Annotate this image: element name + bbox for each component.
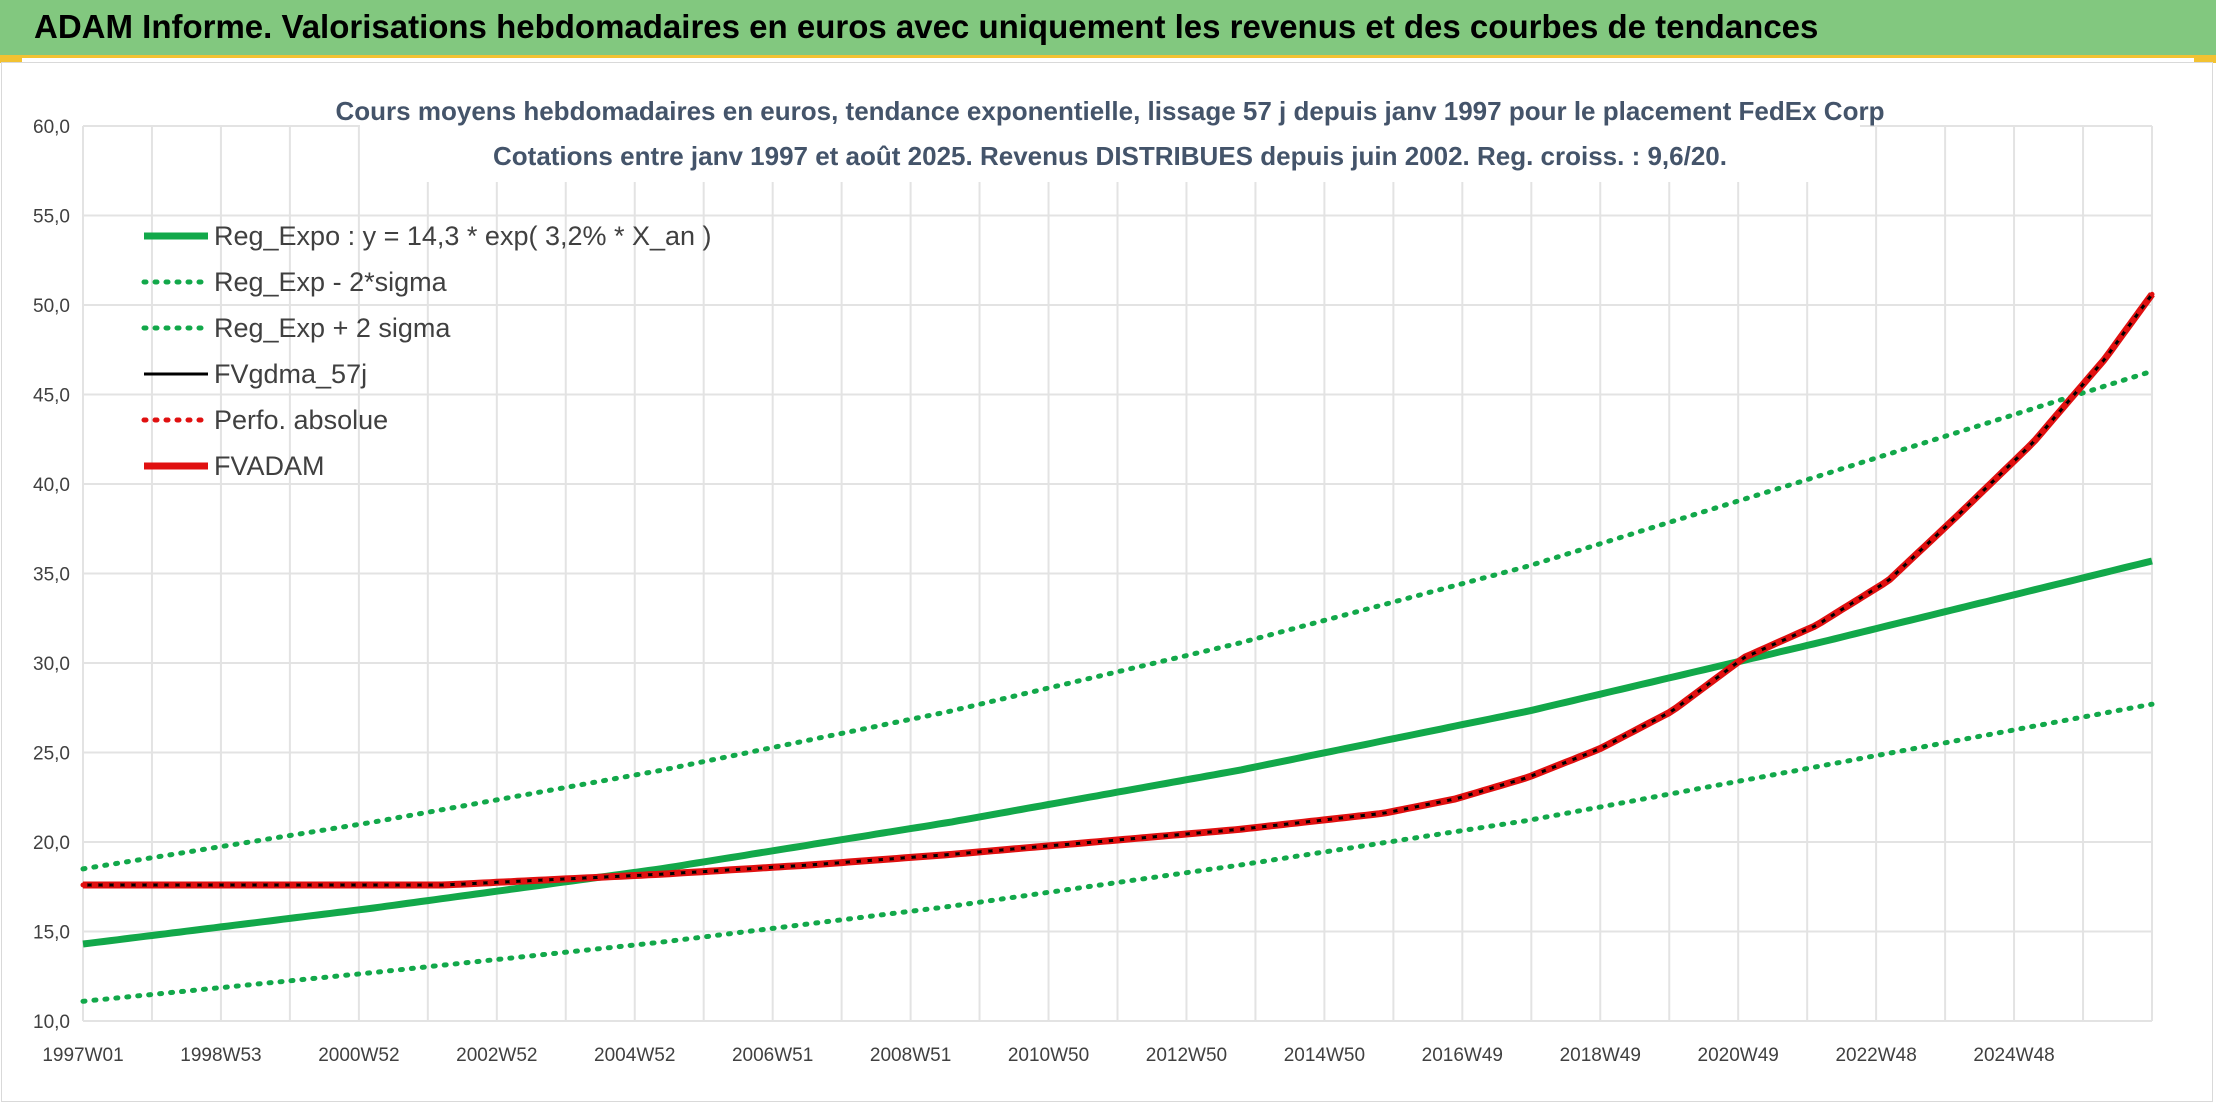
y-tick-label: 55,0 (33, 207, 70, 228)
series-line-3 (80, 368, 2155, 872)
legend-label: FVADAM (214, 451, 325, 481)
y-tick-label: 60,0 (33, 117, 70, 138)
corner-accent-right (2194, 55, 2216, 63)
x-tick-label: 2002W52 (456, 1045, 537, 1066)
y-tick-label: 30,0 (33, 654, 70, 675)
x-tick-label: 1998W53 (180, 1045, 261, 1066)
x-tick-label: 2010W50 (1008, 1045, 1089, 1066)
corner-accent-left (0, 55, 22, 63)
x-tick-label: 2022W48 (1835, 1045, 1916, 1066)
series (80, 291, 2155, 1004)
legend-label: Reg_Exp + 2 sigma (214, 313, 451, 343)
chart-frame (1, 62, 2213, 1102)
x-tick-label: 2024W48 (1973, 1045, 2054, 1066)
page-title: ADAM Informe. Valorisations hebdomadaire… (34, 8, 1819, 45)
legend: Reg_Expo : y = 14,3 * exp( 3,2% * X_an )… (141, 221, 712, 481)
chart-title-line-1: Cours moyens hebdomadaires en euros, ten… (336, 96, 1885, 126)
x-tick-label: 2016W49 (1422, 1045, 1503, 1066)
series-line-1 (82, 557, 2153, 948)
series-line-2 (80, 701, 2155, 1004)
axes: 10,0 15,0 20,0 25,0 30,0 35,0 40,0 45,0 50,0 55,0… (33, 117, 2055, 1066)
grid (82, 125, 2153, 1022)
y-tick-label: 25,0 (33, 744, 70, 765)
series-line-5 (80, 291, 2155, 888)
x-tick-label: 1997W01 (42, 1045, 123, 1066)
x-tick-label: 2020W49 (1698, 1045, 1779, 1066)
header-banner: ADAM Informe. Valorisations hebdomadaire… (0, 0, 2216, 58)
chart-title-line-2: Cotations entre janv 1997 et août 2025. … (493, 141, 1727, 171)
title-background (360, 86, 1860, 182)
y-tick-label: 20,0 (33, 833, 70, 854)
x-tick-label: 2008W51 (870, 1045, 951, 1066)
x-tick-label: 2006W51 (732, 1045, 813, 1066)
x-tick-label: 2014W50 (1284, 1045, 1365, 1066)
legend-label: Perfo. absolue (214, 405, 388, 435)
legend-label: FVgdma_57j (214, 359, 367, 389)
y-tick-label: 15,0 (33, 923, 70, 944)
x-tick-label: 2004W52 (594, 1045, 675, 1066)
y-tick-label: 45,0 (33, 386, 70, 407)
y-tick-label: 50,0 (33, 296, 70, 317)
legend-label: Reg_Expo : y = 14,3 * exp( 3,2% * X_an ) (214, 221, 712, 251)
y-tick-label: 35,0 (33, 565, 70, 586)
legend-label: Reg_Exp - 2*sigma (214, 267, 448, 297)
y-tick-label: 40,0 (33, 475, 70, 496)
x-tick-label: 2012W50 (1146, 1045, 1227, 1066)
x-tick-label: 2000W52 (318, 1045, 399, 1066)
y-tick-label: 10,0 (33, 1012, 70, 1033)
x-tick-label: 2018W49 (1560, 1045, 1641, 1066)
